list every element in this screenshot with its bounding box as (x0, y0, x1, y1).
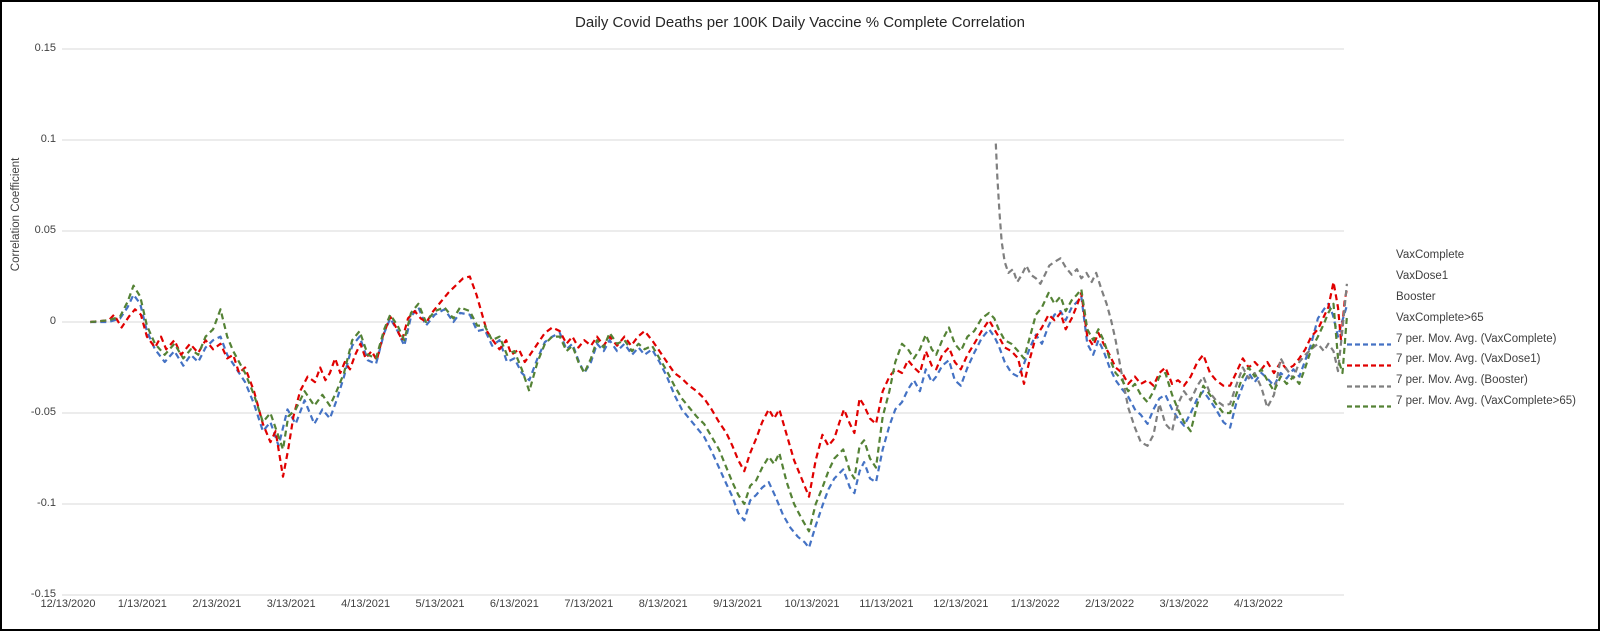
x-tick-label: 10/13/2021 (784, 598, 840, 610)
legend-item-label: 7 per. Mov. Avg. (VaxComplete) (1396, 332, 1557, 345)
y-tick-label: -0.15 (30, 588, 56, 600)
legend-item: 7 per. Mov. Avg. (VaxDose1) (1347, 349, 1577, 370)
legend-item: VaxComplete>65 (1347, 307, 1577, 328)
legend-item-label: VaxDose1 (1396, 270, 1449, 283)
legend-item: VaxDose1 (1347, 266, 1577, 287)
legend-item: 7 per. Mov. Avg. (VaxComplete) (1347, 328, 1577, 349)
legend-item-label: 7 per. Mov. Avg. (VaxDose1) (1396, 353, 1541, 366)
legend-item: 7 per. Mov. Avg. (Booster) (1347, 370, 1577, 391)
legend-item-label: 7 per. Mov. Avg. (Booster) (1396, 374, 1528, 387)
x-tick-label: 2/13/2021 (192, 598, 242, 610)
legend-dash-sample (1347, 379, 1391, 388)
x-tick-label: 8/13/2021 (638, 598, 688, 610)
y-tick-label: 0 (49, 315, 56, 327)
legend-dash-sample (1347, 337, 1391, 346)
x-tick-label: 1/13/2022 (1010, 598, 1060, 610)
x-tick-label: 9/13/2021 (713, 598, 763, 610)
chart-legend: VaxComplete VaxDose1 Booster VaxComplete>65… (1347, 245, 1577, 411)
x-tick-label: 1/13/2021 (117, 598, 167, 610)
chart-title: Daily Covid Deaths per 100K Daily Vaccin… (575, 14, 1025, 31)
y-tick-label: -0.1 (37, 497, 56, 509)
x-tick-label: 4/13/2021 (341, 598, 391, 610)
y-tick-label: 0.05 (34, 224, 56, 236)
legend-dash-sample (1347, 399, 1391, 409)
legend-item-label: 7 per. Mov. Avg. (VaxComplete>65) (1396, 394, 1576, 407)
y-tick-label: 0.1 (40, 133, 56, 145)
series-line-7-per-mov-avg-vaxcomplete- (90, 293, 1348, 549)
y-tick-label: -0.05 (30, 406, 56, 418)
legend-item-label: VaxComplete>65 (1396, 311, 1484, 324)
x-tick-label: 3/13/2021 (266, 598, 316, 610)
legend-item-label: VaxComplete (1396, 249, 1465, 262)
legend-item: 7 per. Mov. Avg. (VaxComplete>65) (1347, 391, 1577, 412)
series-line-7-per-mov-avg-vaxcomplete>65- (90, 284, 1348, 533)
legend-item: VaxComplete (1347, 245, 1577, 266)
y-axis-title: Correlation Coefficient (10, 157, 22, 272)
x-tick-label: 4/13/2022 (1233, 598, 1283, 610)
series-line-7-per-mov-avg-vaxdose1- (90, 275, 1348, 498)
x-tick-label: 12/13/2020 (40, 598, 96, 610)
x-tick-label: 2/13/2022 (1085, 598, 1135, 610)
legend-item: Booster (1347, 287, 1577, 308)
x-tick-label: 12/13/2021 (933, 598, 989, 610)
x-tick-label: 6/13/2021 (489, 598, 539, 610)
series-lines (90, 143, 1348, 549)
x-tick-label: 7/13/2021 (564, 598, 614, 610)
x-tick-label: 5/13/2021 (415, 598, 465, 610)
series-line-7-per-mov-avg-booster- (994, 143, 1348, 447)
x-tick-label: 3/13/2022 (1159, 598, 1209, 610)
x-tick-label: 11/13/2021 (859, 598, 914, 610)
y-tick-label: 0.15 (34, 42, 56, 54)
legend-item-label: Booster (1396, 290, 1436, 303)
legend-dash-sample (1347, 358, 1391, 367)
gridlines (62, 48, 1344, 596)
